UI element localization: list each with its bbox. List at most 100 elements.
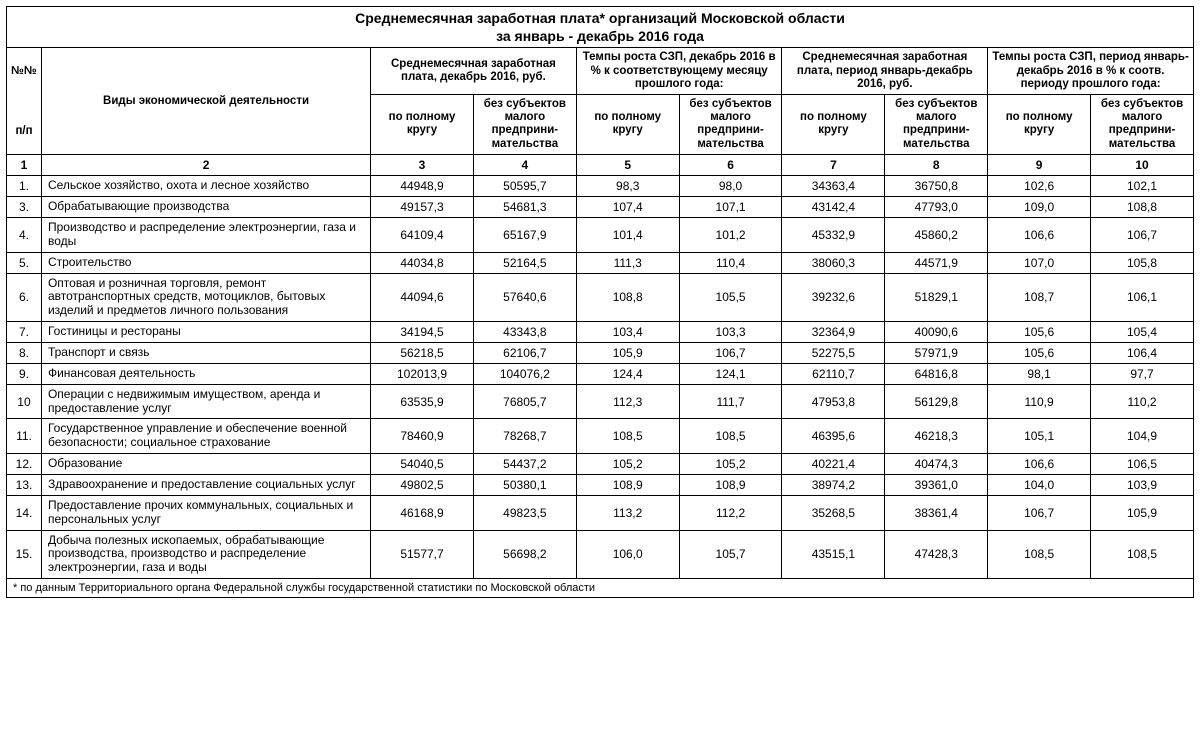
header-num-blank	[7, 95, 42, 109]
value-cell: 101,4	[576, 217, 679, 252]
value-cell: 56129,8	[885, 384, 988, 419]
salary-table: №№ Виды экономической деятельности Средн…	[6, 47, 1194, 579]
column-number: 4	[473, 154, 576, 175]
value-cell: 106,6	[988, 454, 1091, 475]
value-cell: 107,0	[988, 252, 1091, 273]
value-cell: 111,3	[576, 252, 679, 273]
activity-name: Государственное управление и обеспечение…	[41, 419, 370, 454]
value-cell: 107,4	[576, 196, 679, 217]
table-row: 4.Производство и распределение электроэн…	[7, 217, 1194, 252]
value-cell: 106,6	[988, 217, 1091, 252]
value-cell: 47793,0	[885, 196, 988, 217]
value-cell: 50595,7	[473, 175, 576, 196]
value-cell: 105,9	[576, 342, 679, 363]
activity-name: Сельское хозяйство, охота и лесное хозяй…	[41, 175, 370, 196]
table-row: 6.Оптовая и розничная торговля, ремонт а…	[7, 273, 1194, 321]
value-cell: 47428,3	[885, 530, 988, 578]
table-row: 7.Гостиницы и рестораны34194,543343,8103…	[7, 321, 1194, 342]
value-cell: 104076,2	[473, 363, 576, 384]
value-cell: 46168,9	[371, 496, 474, 531]
table-row: 12.Образование54040,554437,2105,2105,240…	[7, 454, 1194, 475]
table-title: Среднемесячная заработная плата* организ…	[6, 6, 1194, 47]
value-cell: 38060,3	[782, 252, 885, 273]
title-line-1: Среднемесячная заработная плата* организ…	[7, 9, 1193, 27]
value-cell: 43343,8	[473, 321, 576, 342]
column-number: 10	[1091, 154, 1194, 175]
value-cell: 46218,3	[885, 419, 988, 454]
value-cell: 38361,4	[885, 496, 988, 531]
column-number: 1	[7, 154, 42, 175]
value-cell: 56698,2	[473, 530, 576, 578]
value-cell: 108,5	[679, 419, 782, 454]
footnote: * по данным Территориального органа Феде…	[6, 579, 1194, 598]
value-cell: 105,8	[1091, 252, 1194, 273]
value-cell: 98,3	[576, 175, 679, 196]
value-cell: 44948,9	[371, 175, 474, 196]
value-cell: 107,1	[679, 196, 782, 217]
column-number: 3	[371, 154, 474, 175]
header-sub-4: без субъектов малого предприни-мательств…	[473, 95, 576, 155]
value-cell: 54040,5	[371, 454, 474, 475]
value-cell: 43142,4	[782, 196, 885, 217]
value-cell: 103,4	[576, 321, 679, 342]
activity-name: Операции с недвижимым имуществом, аренда…	[41, 384, 370, 419]
value-cell: 98,1	[988, 363, 1091, 384]
header-sub-9: по полному кругу	[988, 95, 1091, 155]
value-cell: 64109,4	[371, 217, 474, 252]
value-cell: 63535,9	[371, 384, 474, 419]
value-cell: 108,9	[679, 475, 782, 496]
value-cell: 78460,9	[371, 419, 474, 454]
table-row: 15.Добыча полезных ископаемых, обрабатыв…	[7, 530, 1194, 578]
table-row: 9.Финансовая деятельность102013,9104076,…	[7, 363, 1194, 384]
title-line-2: за январь - декабрь 2016 года	[7, 27, 1193, 45]
row-number: 11.	[7, 419, 42, 454]
value-cell: 106,5	[1091, 454, 1194, 475]
header-sub-7: по полному кругу	[782, 95, 885, 155]
value-cell: 57971,9	[885, 342, 988, 363]
value-cell: 98,0	[679, 175, 782, 196]
activity-name: Образование	[41, 454, 370, 475]
activity-name: Транспорт и связь	[41, 342, 370, 363]
header-activity: Виды экономической деятельности	[41, 48, 370, 155]
value-cell: 49802,5	[371, 475, 474, 496]
value-cell: 113,2	[576, 496, 679, 531]
value-cell: 105,4	[1091, 321, 1194, 342]
value-cell: 34194,5	[371, 321, 474, 342]
value-cell: 36750,8	[885, 175, 988, 196]
row-number: 13.	[7, 475, 42, 496]
value-cell: 40090,6	[885, 321, 988, 342]
header-sub-6: без субъектов малого предприни-мательств…	[679, 95, 782, 155]
activity-name: Предоставление прочих коммунальных, соци…	[41, 496, 370, 531]
value-cell: 108,5	[1091, 530, 1194, 578]
value-cell: 108,5	[576, 419, 679, 454]
activity-name: Строительство	[41, 252, 370, 273]
value-cell: 106,1	[1091, 273, 1194, 321]
activity-name: Производство и распределение электроэнер…	[41, 217, 370, 252]
column-number: 8	[885, 154, 988, 175]
header-sub-10: без субъектов малого предприни-мательств…	[1091, 95, 1194, 155]
value-cell: 105,2	[679, 454, 782, 475]
activity-name: Обрабатывающие производства	[41, 196, 370, 217]
value-cell: 110,4	[679, 252, 782, 273]
value-cell: 52275,5	[782, 342, 885, 363]
value-cell: 103,9	[1091, 475, 1194, 496]
value-cell: 105,9	[1091, 496, 1194, 531]
row-number: 6.	[7, 273, 42, 321]
value-cell: 108,9	[576, 475, 679, 496]
value-cell: 102,1	[1091, 175, 1194, 196]
table-row: 3.Обрабатывающие производства49157,35468…	[7, 196, 1194, 217]
value-cell: 106,0	[576, 530, 679, 578]
value-cell: 34363,4	[782, 175, 885, 196]
value-cell: 112,3	[576, 384, 679, 419]
value-cell: 124,1	[679, 363, 782, 384]
value-cell: 44034,8	[371, 252, 474, 273]
table-row: 13.Здравоохранение и предоставление соци…	[7, 475, 1194, 496]
activity-name: Финансовая деятельность	[41, 363, 370, 384]
value-cell: 62106,7	[473, 342, 576, 363]
value-cell: 109,0	[988, 196, 1091, 217]
value-cell: 108,8	[576, 273, 679, 321]
row-number: 15.	[7, 530, 42, 578]
value-cell: 103,3	[679, 321, 782, 342]
row-number: 5.	[7, 252, 42, 273]
column-number: 6	[679, 154, 782, 175]
